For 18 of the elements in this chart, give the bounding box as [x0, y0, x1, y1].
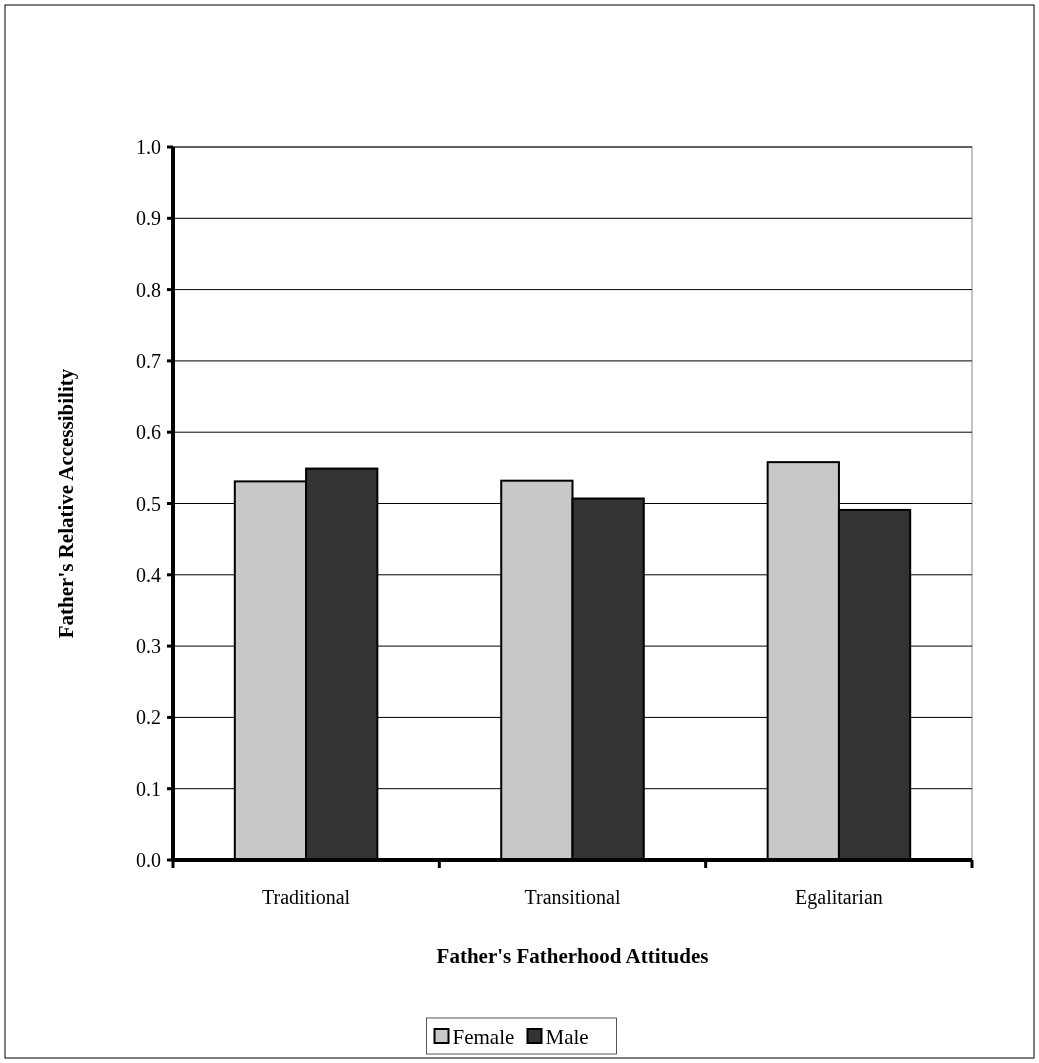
- y-tick-label: 0.7: [136, 349, 161, 372]
- y-tick-label: 0.9: [136, 207, 161, 230]
- y-axis-title: Father's Relative Accessibility: [54, 368, 78, 639]
- x-tick-label: Traditional: [262, 886, 351, 908]
- y-tick-label: 0.5: [136, 492, 161, 515]
- x-axis-title: Father's Fatherhood Attitudes: [436, 944, 709, 968]
- y-tick-label: 1.0: [136, 136, 161, 158]
- y-tick-label: 0.0: [136, 849, 161, 871]
- y-tick-label: 0.2: [136, 706, 161, 729]
- y-tick-label: 0.4: [136, 563, 161, 586]
- x-tick-label: Egalitarian: [795, 886, 883, 909]
- y-tick-label: 0.3: [136, 635, 161, 658]
- x-tick-label: Transitional: [524, 886, 621, 908]
- legend-label: Female: [452, 1025, 515, 1049]
- y-tick-label: 0.8: [136, 278, 161, 301]
- y-tick-label: 0.6: [136, 421, 161, 444]
- y-tick-label: 0.1: [136, 777, 161, 800]
- legend-label: Male: [545, 1025, 589, 1049]
